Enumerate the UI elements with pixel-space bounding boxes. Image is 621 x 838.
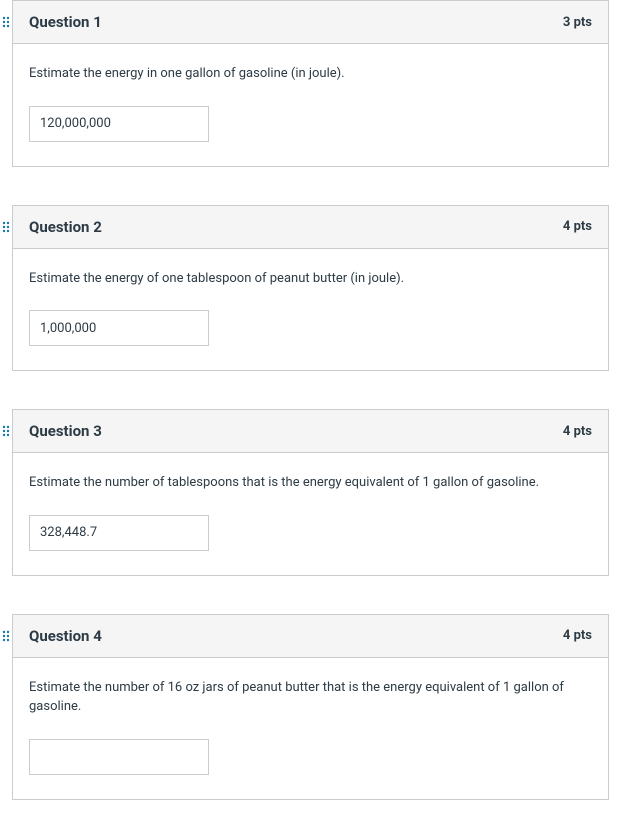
- question-block-3: Question 3 4 pts Estimate the number of …: [12, 409, 609, 576]
- question-prompt: Estimate the energy in one gallon of gas…: [29, 64, 592, 84]
- answer-input[interactable]: [29, 739, 209, 775]
- question-body: Estimate the energy of one tablespoon of…: [13, 249, 608, 371]
- question-points: 3 pts: [563, 15, 592, 30]
- answer-input[interactable]: [29, 106, 209, 142]
- question-block-2: Question 2 4 pts Estimate the energy of …: [12, 205, 609, 372]
- question-title: Question 2: [29, 218, 102, 236]
- question-body: Estimate the number of 16 oz jars of pea…: [13, 658, 608, 799]
- question-points: 4 pts: [563, 628, 592, 643]
- drag-handle-icon[interactable]: [0, 15, 12, 29]
- question-header: Question 3 4 pts: [13, 410, 608, 453]
- question-body: Estimate the energy in one gallon of gas…: [13, 44, 608, 166]
- question-header: Question 4 4 pts: [13, 615, 608, 658]
- question-header: Question 2 4 pts: [13, 206, 608, 249]
- question-title: Question 1: [29, 13, 102, 31]
- question-prompt: Estimate the number of 16 oz jars of pea…: [29, 678, 592, 717]
- question-block-1: Question 1 3 pts Estimate the energy in …: [12, 0, 609, 167]
- drag-handle-icon[interactable]: [0, 629, 12, 643]
- drag-handle-icon[interactable]: [0, 220, 12, 234]
- answer-input[interactable]: [29, 515, 209, 551]
- question-title: Question 3: [29, 422, 102, 440]
- question-points: 4 pts: [563, 219, 592, 234]
- question-body: Estimate the number of tablespoons that …: [13, 453, 608, 575]
- question-prompt: Estimate the number of tablespoons that …: [29, 473, 592, 493]
- answer-input[interactable]: [29, 310, 209, 346]
- question-header: Question 1 3 pts: [13, 1, 608, 44]
- drag-handle-icon[interactable]: [0, 424, 12, 438]
- question-title: Question 4: [29, 627, 102, 645]
- question-points: 4 pts: [563, 424, 592, 439]
- question-block-4: Question 4 4 pts Estimate the number of …: [12, 614, 609, 800]
- question-prompt: Estimate the energy of one tablespoon of…: [29, 269, 592, 289]
